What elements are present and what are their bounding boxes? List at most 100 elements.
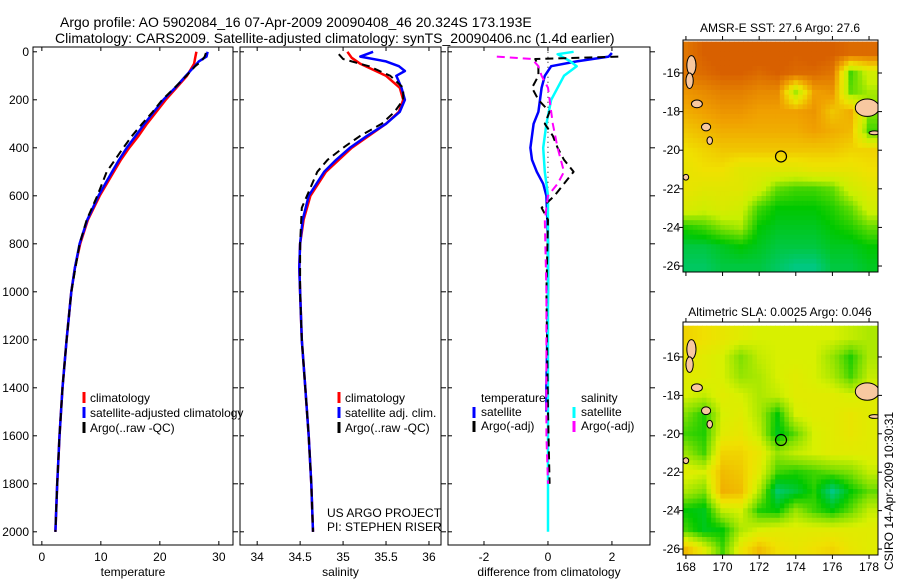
y-tick-label: 1000 bbox=[2, 285, 29, 299]
map-cell bbox=[871, 181, 877, 187]
map-cell bbox=[697, 70, 703, 76]
map-cell bbox=[871, 359, 877, 365]
map-cell bbox=[834, 128, 840, 134]
map-cell bbox=[802, 383, 808, 389]
map-cell bbox=[830, 94, 836, 101]
map-cell bbox=[747, 325, 753, 332]
map-cell bbox=[706, 503, 712, 509]
map-cell bbox=[779, 244, 785, 250]
map-cell bbox=[862, 94, 868, 101]
map-cell bbox=[683, 196, 689, 202]
map-cell bbox=[715, 167, 721, 173]
map-cell bbox=[821, 244, 827, 250]
map-cell bbox=[706, 75, 712, 81]
map-cell bbox=[724, 460, 730, 466]
map-cell bbox=[683, 469, 689, 476]
map-cell bbox=[875, 215, 878, 221]
map-cell bbox=[702, 556, 707, 561]
map-cell bbox=[766, 225, 772, 231]
map-frame bbox=[682, 321, 879, 556]
map-cell bbox=[825, 513, 831, 519]
map-cell bbox=[802, 349, 808, 356]
map-cell bbox=[711, 41, 717, 47]
map-cell bbox=[816, 417, 822, 423]
map-cell bbox=[848, 186, 854, 192]
map-cell bbox=[770, 517, 776, 524]
map-cell bbox=[871, 546, 877, 552]
map-cell bbox=[734, 118, 740, 125]
map-cell bbox=[747, 441, 753, 447]
map-cell bbox=[816, 196, 822, 202]
map-cell bbox=[688, 215, 694, 221]
map-cell bbox=[848, 469, 854, 476]
map-cell bbox=[779, 46, 785, 52]
map-cell bbox=[720, 349, 726, 356]
map-cell bbox=[853, 220, 859, 226]
map-cell bbox=[720, 450, 726, 456]
map-cell bbox=[743, 181, 749, 187]
map-cell bbox=[706, 215, 712, 221]
map-cell bbox=[683, 378, 685, 384]
map-cell bbox=[784, 354, 790, 360]
map-cell bbox=[734, 70, 740, 76]
map-cell bbox=[756, 176, 763, 183]
map-cell bbox=[798, 263, 804, 269]
map-cell bbox=[866, 474, 872, 480]
map-cell bbox=[798, 407, 804, 413]
lat-tick-label: -20 bbox=[663, 143, 681, 157]
map-cell bbox=[715, 99, 721, 105]
map-cell bbox=[734, 450, 740, 456]
map-cell bbox=[866, 364, 872, 370]
map-cell bbox=[848, 436, 854, 442]
map-cell bbox=[720, 393, 726, 399]
map-cell bbox=[702, 51, 708, 57]
map-cell bbox=[761, 445, 767, 452]
map-cell bbox=[743, 171, 749, 178]
map-cell bbox=[775, 152, 781, 158]
map-cell bbox=[729, 118, 735, 125]
map-cell bbox=[747, 378, 753, 384]
map-cell bbox=[811, 41, 817, 47]
project-label: US ARGO PROJECT bbox=[327, 506, 442, 520]
map-cell bbox=[775, 56, 781, 62]
map-cell bbox=[798, 152, 804, 158]
map-cell bbox=[802, 402, 808, 408]
map-cell bbox=[825, 527, 831, 533]
map-cell bbox=[747, 138, 753, 144]
map-cell bbox=[692, 118, 698, 125]
y-tick-label: 200 bbox=[9, 93, 29, 107]
map-cell bbox=[775, 517, 781, 524]
map-cell bbox=[720, 123, 726, 130]
map-cell bbox=[802, 123, 808, 130]
map-cell bbox=[715, 330, 721, 336]
map-cell bbox=[675, 244, 680, 249]
map-cell bbox=[839, 143, 845, 149]
map-cell bbox=[798, 330, 804, 336]
map-cell bbox=[738, 407, 744, 413]
legend-temp-satellite: satellite bbox=[481, 405, 522, 419]
map-cell bbox=[862, 75, 868, 81]
map-cell bbox=[702, 133, 708, 139]
map-cell bbox=[720, 383, 726, 389]
map-cell bbox=[811, 239, 817, 245]
x-tick-label: 35.5 bbox=[374, 550, 398, 564]
map-cell bbox=[788, 369, 795, 375]
map-cell bbox=[702, 56, 708, 62]
map-cell bbox=[839, 152, 845, 158]
map-cell bbox=[834, 229, 840, 236]
legend-temp-argo: Argo(-adj) bbox=[481, 419, 534, 433]
map-cell bbox=[734, 60, 740, 67]
map-cell bbox=[816, 445, 822, 452]
map-cell bbox=[821, 335, 827, 341]
map-cell bbox=[857, 330, 863, 336]
map-cell bbox=[871, 94, 877, 101]
map-cell bbox=[734, 354, 740, 360]
map-cell bbox=[715, 89, 721, 96]
map-cell bbox=[715, 469, 721, 476]
map-cell bbox=[770, 94, 776, 101]
map-cell bbox=[762, 273, 767, 278]
map-cell bbox=[853, 229, 859, 236]
map-cell bbox=[875, 263, 878, 269]
map-cell bbox=[807, 378, 813, 384]
map-cell bbox=[697, 65, 703, 72]
